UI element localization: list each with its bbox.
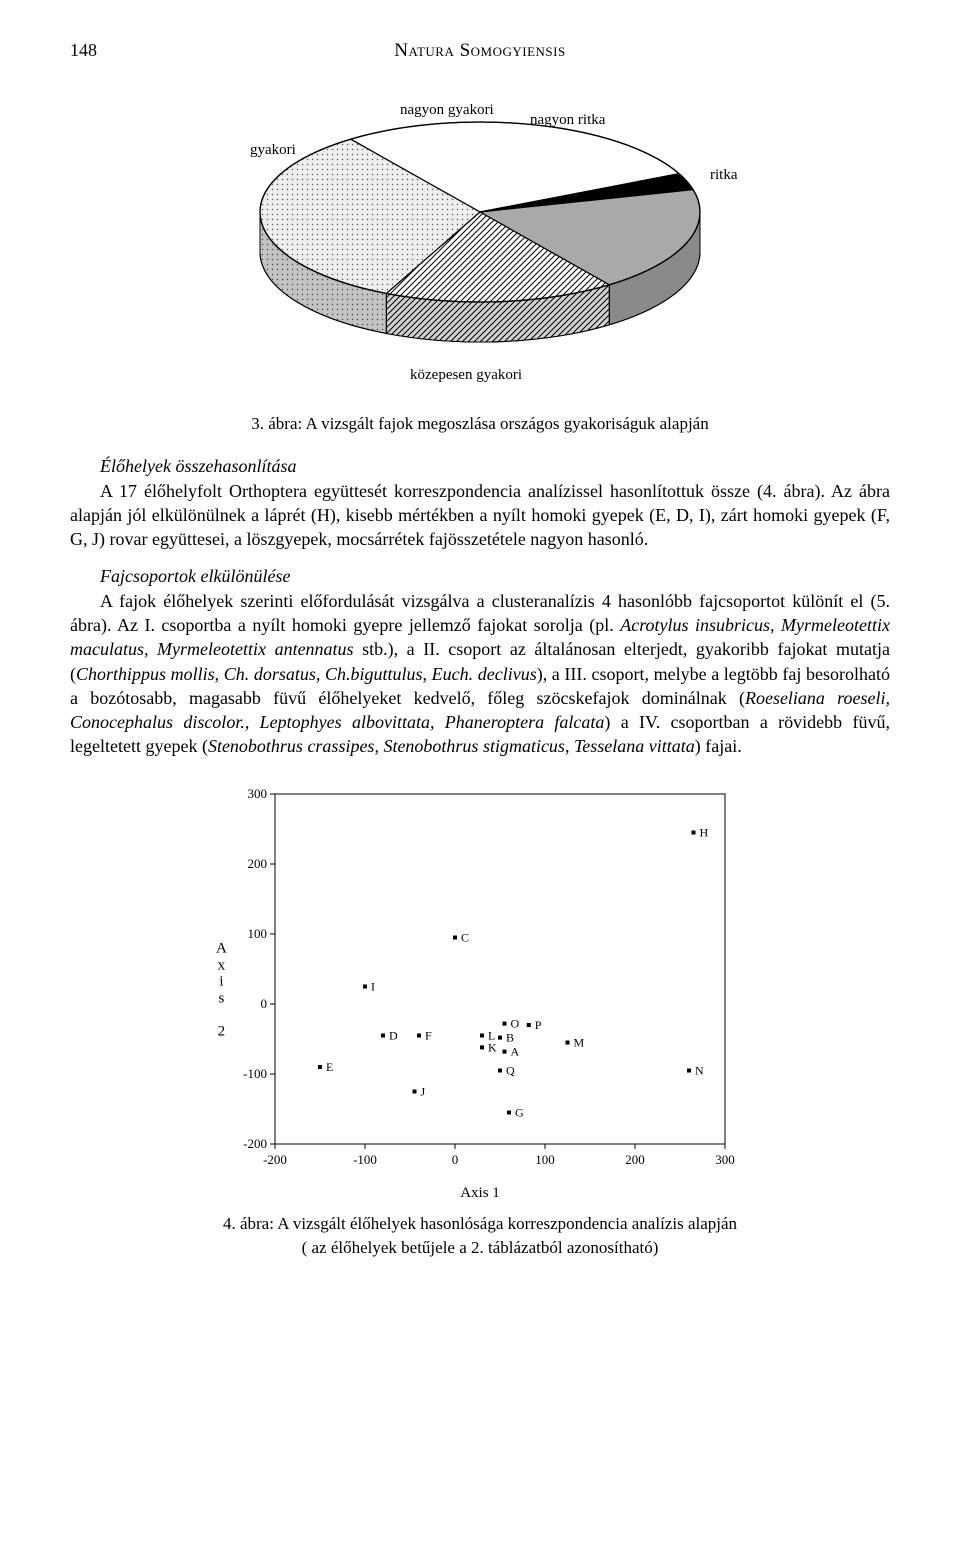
svg-text:C: C (461, 930, 469, 944)
svg-text:O: O (511, 1016, 520, 1030)
section-title-habitats: Élőhelyek összehasonlítása (70, 456, 890, 477)
svg-text:300: 300 (715, 1152, 735, 1167)
journal-title: Natura Somogyiensis (130, 40, 830, 62)
pie-label-nagyon-gyakori: nagyon gyakori (400, 102, 494, 119)
pie-label-kozepesen-gyakori: közepesen gyakori (410, 367, 522, 384)
pie-caption: 3. ábra: A vizsgált fajok megoszlása ors… (70, 412, 890, 436)
svg-text:N: N (695, 1063, 704, 1077)
svg-text:H: H (700, 825, 709, 839)
svg-text:A: A (511, 1044, 520, 1058)
scatter-ylabel: Axis 2 (216, 941, 227, 1040)
svg-text:100: 100 (535, 1152, 555, 1167)
svg-text:Q: Q (506, 1063, 515, 1077)
svg-text:-100: -100 (243, 1066, 267, 1081)
svg-text:300: 300 (248, 786, 268, 801)
page-header: 148 Natura Somogyiensis (70, 40, 890, 62)
svg-text:-100: -100 (353, 1152, 377, 1167)
svg-text:0: 0 (452, 1152, 459, 1167)
svg-text:G: G (515, 1105, 524, 1119)
scatter-caption-line2: ( az élőhelyek betűjele a 2. táblázatból… (302, 1238, 659, 1257)
svg-text:F: F (425, 1028, 432, 1042)
svg-text:P: P (535, 1018, 542, 1032)
svg-text:100: 100 (248, 926, 268, 941)
svg-text:B: B (506, 1030, 514, 1044)
svg-text:J: J (421, 1084, 426, 1098)
pie-label-gyakori: gyakori (250, 142, 296, 159)
scatter-caption: 4. ábra: A vizsgált élőhelyek hasonlóság… (70, 1212, 890, 1260)
svg-text:D: D (389, 1028, 398, 1042)
pie-chart: gyakori nagyon gyakori nagyon ritka ritk… (200, 82, 760, 402)
page-number: 148 (70, 40, 130, 61)
pie-label-nagyon-ritka: nagyon ritka (530, 112, 605, 129)
section-body-groups: A fajok élőhelyek szerinti előfordulását… (70, 589, 890, 759)
page: 148 Natura Somogyiensis gyakori nagyon g… (0, 0, 960, 1309)
section-title-groups: Fajcsoportok elkülönülése (70, 566, 890, 587)
svg-text:I: I (371, 979, 375, 993)
section-body-habitats: A 17 élőhelyfolt Orthoptera együttesét k… (70, 479, 890, 552)
scatter-plot: Axis 2 -200-1000100200300-200-1000100200… (220, 779, 740, 1202)
svg-text:-200: -200 (243, 1136, 267, 1151)
pie-chart-svg (200, 82, 760, 402)
svg-text:200: 200 (625, 1152, 645, 1167)
svg-text:E: E (326, 1060, 333, 1074)
svg-text:-200: -200 (263, 1152, 287, 1167)
scatter-caption-line1: 4. ábra: A vizsgált élőhelyek hasonlóság… (223, 1214, 737, 1233)
scatter-plot-svg: -200 -100 0 100 200 300 -200 -100 0 100 200 300 H C I O… (220, 779, 740, 1179)
svg-text:M: M (574, 1035, 585, 1049)
svg-text:0: 0 (261, 996, 268, 1011)
svg-text:K: K (488, 1040, 497, 1054)
pie-label-ritka: ritka (710, 167, 738, 184)
svg-text:200: 200 (248, 856, 268, 871)
scatter-xlabel: Axis 1 (220, 1185, 740, 1202)
